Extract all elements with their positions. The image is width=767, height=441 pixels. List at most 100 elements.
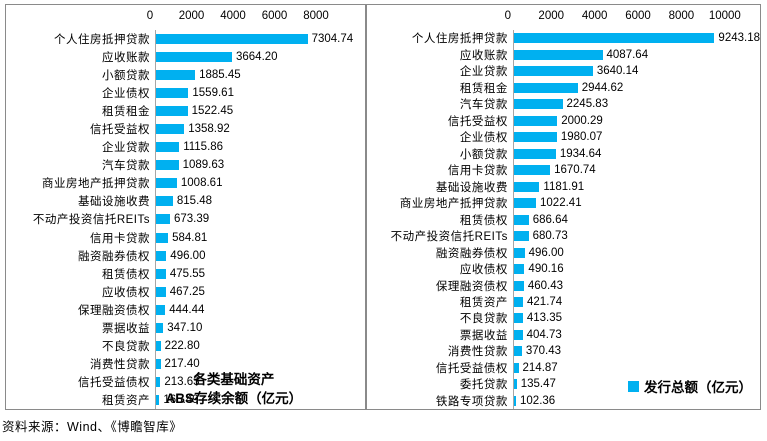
chart-title-line2: ABS存续余额（亿元） <box>165 391 303 406</box>
plot-area: 1885.45 <box>155 66 365 85</box>
bar <box>156 160 179 171</box>
plot-area: 3640.14 <box>512 62 760 80</box>
value-label: 3640.14 <box>596 65 639 78</box>
bar-row: 保理融资债权 460.43 <box>367 277 760 294</box>
value-label: 1115.86 <box>183 141 224 154</box>
category-label: 汽车贷款 <box>102 160 150 173</box>
plot-area: 680.73 <box>512 227 760 245</box>
plot-area: 1115.86 <box>155 138 365 157</box>
bar <box>156 232 169 243</box>
bar-row: 基础设施收费 1181.91 <box>367 178 760 195</box>
value-label: 3664.20 <box>236 51 278 64</box>
bar-row: 企业贷款 3640.14 <box>367 62 760 80</box>
bar-row: 小额贷款 1885.45 <box>6 66 365 85</box>
value-label: 1008.61 <box>180 177 223 190</box>
category-label: 信用卡贷款 <box>447 165 508 178</box>
bar-row: 租赁租金 2944.62 <box>367 79 760 96</box>
bar <box>513 82 578 93</box>
value-label: 135.47 <box>520 378 556 391</box>
value-label: 1885.45 <box>199 69 241 82</box>
category-label: 企业债权 <box>102 88 150 101</box>
value-label: 217.40 <box>164 357 200 370</box>
plot-area: 1022.41 <box>512 194 760 212</box>
bar <box>513 33 715 44</box>
bar <box>156 358 161 369</box>
value-label: 1559.61 <box>192 87 234 100</box>
chart-title-left: 各类基础资产 ABS存续余额（亿元） <box>129 370 339 408</box>
plot-area: 214.87 <box>512 359 760 377</box>
bar-row: 票据收益 404.73 <box>367 326 760 344</box>
value-label: 370.43 <box>525 345 562 358</box>
value-label: 496.00 <box>170 249 206 262</box>
bar-row: 信托受益权 1358.92 <box>6 120 365 139</box>
plot-area: 1559.61 <box>155 84 365 103</box>
category-label: 票据收益 <box>102 322 150 335</box>
category-label: 不良贷款 <box>459 313 508 326</box>
category-label: 不动产投资信托REITs <box>32 214 150 227</box>
bar <box>513 49 603 60</box>
bar-row: 租赁资产 421.74 <box>367 293 760 311</box>
bar <box>513 329 523 340</box>
plot-area: 490.16 <box>512 260 760 278</box>
bar-row: 企业债权 1559.61 <box>6 84 365 103</box>
category-label: 融资融券债权 <box>78 250 150 263</box>
plot-area: 673.39 <box>155 210 365 229</box>
category-label: 租赁资产 <box>102 394 150 407</box>
bar <box>513 231 529 242</box>
bar <box>513 264 525 275</box>
value-label: 1089.63 <box>182 159 225 172</box>
category-label: 个人住房抵押贷款 <box>411 33 508 46</box>
axis-tick-label: 2000 <box>178 10 205 22</box>
bar <box>156 124 185 135</box>
value-label: 680.73 <box>532 230 568 243</box>
bar-row: 应收账款 3664.20 <box>6 48 365 67</box>
category-label: 租赁租金 <box>102 106 150 119</box>
bar <box>513 296 524 307</box>
bar-row: 应收账款 4087.64 <box>367 46 760 63</box>
bar-row: 委托贷款 135.47 <box>367 376 760 393</box>
value-label: 404.73 <box>526 328 562 341</box>
legend-label: 发行总额（亿元） <box>644 380 752 395</box>
plot-area: 217.40 <box>155 354 365 373</box>
bar-row: 汽车贷款 2245.83 <box>367 95 760 113</box>
category-label: 基础设施收费 <box>435 181 508 194</box>
axis-tick-label: 6000 <box>261 10 288 22</box>
plot-area: 347.10 <box>155 318 365 337</box>
value-label: 347.10 <box>167 321 203 334</box>
category-label: 汽车贷款 <box>459 99 508 112</box>
plot-area: 1980.07 <box>512 128 760 146</box>
plot-area: 370.43 <box>512 343 760 360</box>
bar-row: 信用卡贷款 584.81 <box>6 228 365 247</box>
bar <box>513 132 557 143</box>
value-label: 1980.07 <box>560 131 603 144</box>
category-label: 商业房地产抵押贷款 <box>399 198 508 211</box>
bar-row: 票据收益 347.10 <box>6 318 365 337</box>
plot-area: 496.00 <box>155 246 365 265</box>
bar <box>156 142 180 153</box>
plot-area: 1181.91 <box>512 178 760 195</box>
value-label: 1022.41 <box>540 197 582 210</box>
plot-area: 3664.20 <box>155 48 365 67</box>
bar <box>513 346 522 357</box>
bar <box>156 286 166 297</box>
value-label: 686.64 <box>532 213 568 226</box>
axis-tick-label: 6000 <box>625 10 651 22</box>
category-label: 租赁资产 <box>459 296 508 309</box>
bar-row: 保理融资债权 444.44 <box>6 300 365 319</box>
value-label: 1670.74 <box>554 164 596 177</box>
bar <box>156 34 308 45</box>
value-label: 460.43 <box>527 279 564 292</box>
category-label: 租赁债权 <box>102 268 150 281</box>
value-label: 584.81 <box>172 231 208 244</box>
plot-area: 584.81 <box>155 228 365 247</box>
bar <box>156 178 177 189</box>
plot-area: 2000.29 <box>512 112 760 129</box>
value-label: 490.16 <box>528 263 564 276</box>
axis-tick-label: 2000 <box>538 10 565 22</box>
bar <box>513 313 523 324</box>
bar <box>513 280 524 291</box>
category-label: 融资融券债权 <box>435 247 508 260</box>
axis-tick-label: 8000 <box>303 10 329 22</box>
plot-area: 421.74 <box>512 293 760 311</box>
axis-tick-label: 10000 <box>708 10 741 22</box>
